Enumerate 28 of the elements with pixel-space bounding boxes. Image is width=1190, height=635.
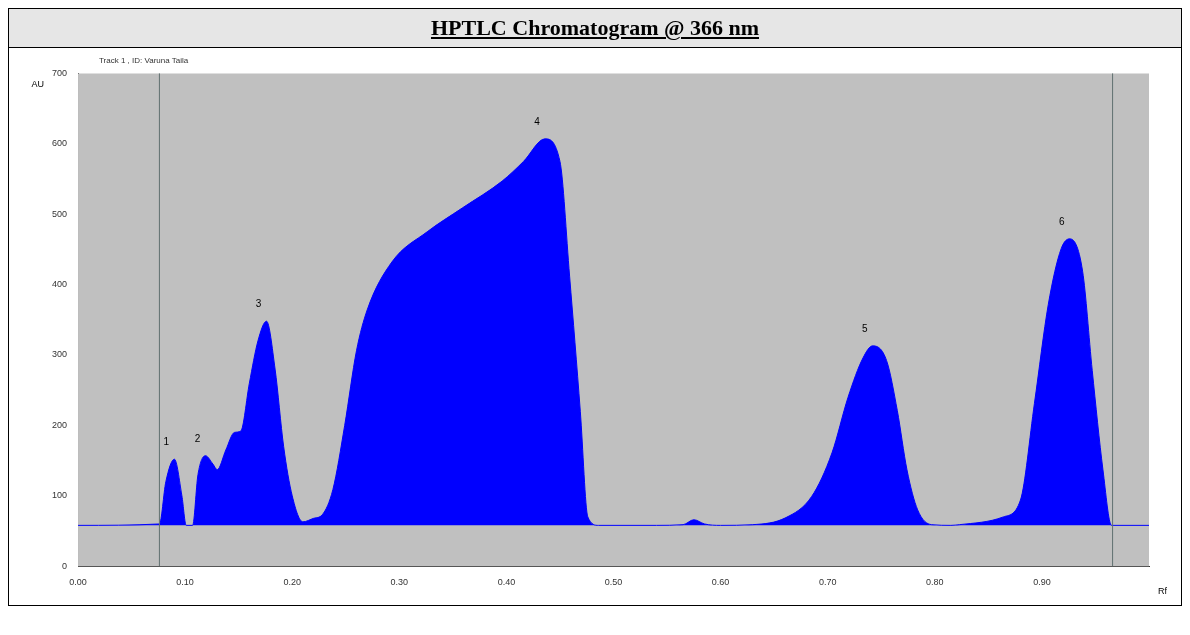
x-tick-label: 0.60 — [711, 577, 730, 588]
annotation: 2 — [194, 432, 201, 444]
y-tick-label: 300 — [51, 349, 68, 360]
annotation: 4 — [534, 115, 541, 127]
x-tick-label: 0.40 — [497, 577, 516, 588]
y-axis-title: AU — [31, 79, 45, 90]
annotation: 3 — [255, 298, 262, 310]
x-tick-label: 0.80 — [926, 577, 944, 588]
y-tick-label: 600 — [51, 138, 68, 149]
x-tick-label: 0.00 — [69, 577, 87, 588]
x-tick-label: 0.70 — [818, 577, 837, 588]
annotation: 5 — [861, 322, 868, 334]
y-tick-label: 500 — [51, 208, 68, 219]
x-tick-label: 0.10 — [176, 577, 194, 588]
x-axis-title: Rf — [1158, 586, 1168, 597]
chart-subtitle: Track 1 , ID: Varuna Taila — [98, 55, 190, 65]
y-tick-label: 100 — [51, 490, 68, 501]
y-tick-label: 0 — [62, 560, 68, 571]
chart-title: HPTLC Chromatogram @ 366 nm — [9, 9, 1181, 48]
x-tick-label: 0.90 — [1033, 577, 1051, 588]
x-tick-label: 0.20 — [283, 577, 301, 588]
y-tick-label: 400 — [51, 279, 68, 290]
annotation: 6 — [1058, 215, 1065, 227]
annotation: 1 — [163, 436, 170, 448]
y-tick-label: 700 — [51, 67, 68, 78]
x-tick-label: 0.50 — [604, 577, 623, 588]
y-tick-label: 200 — [51, 419, 68, 430]
x-tick-label: 0.30 — [390, 577, 409, 588]
